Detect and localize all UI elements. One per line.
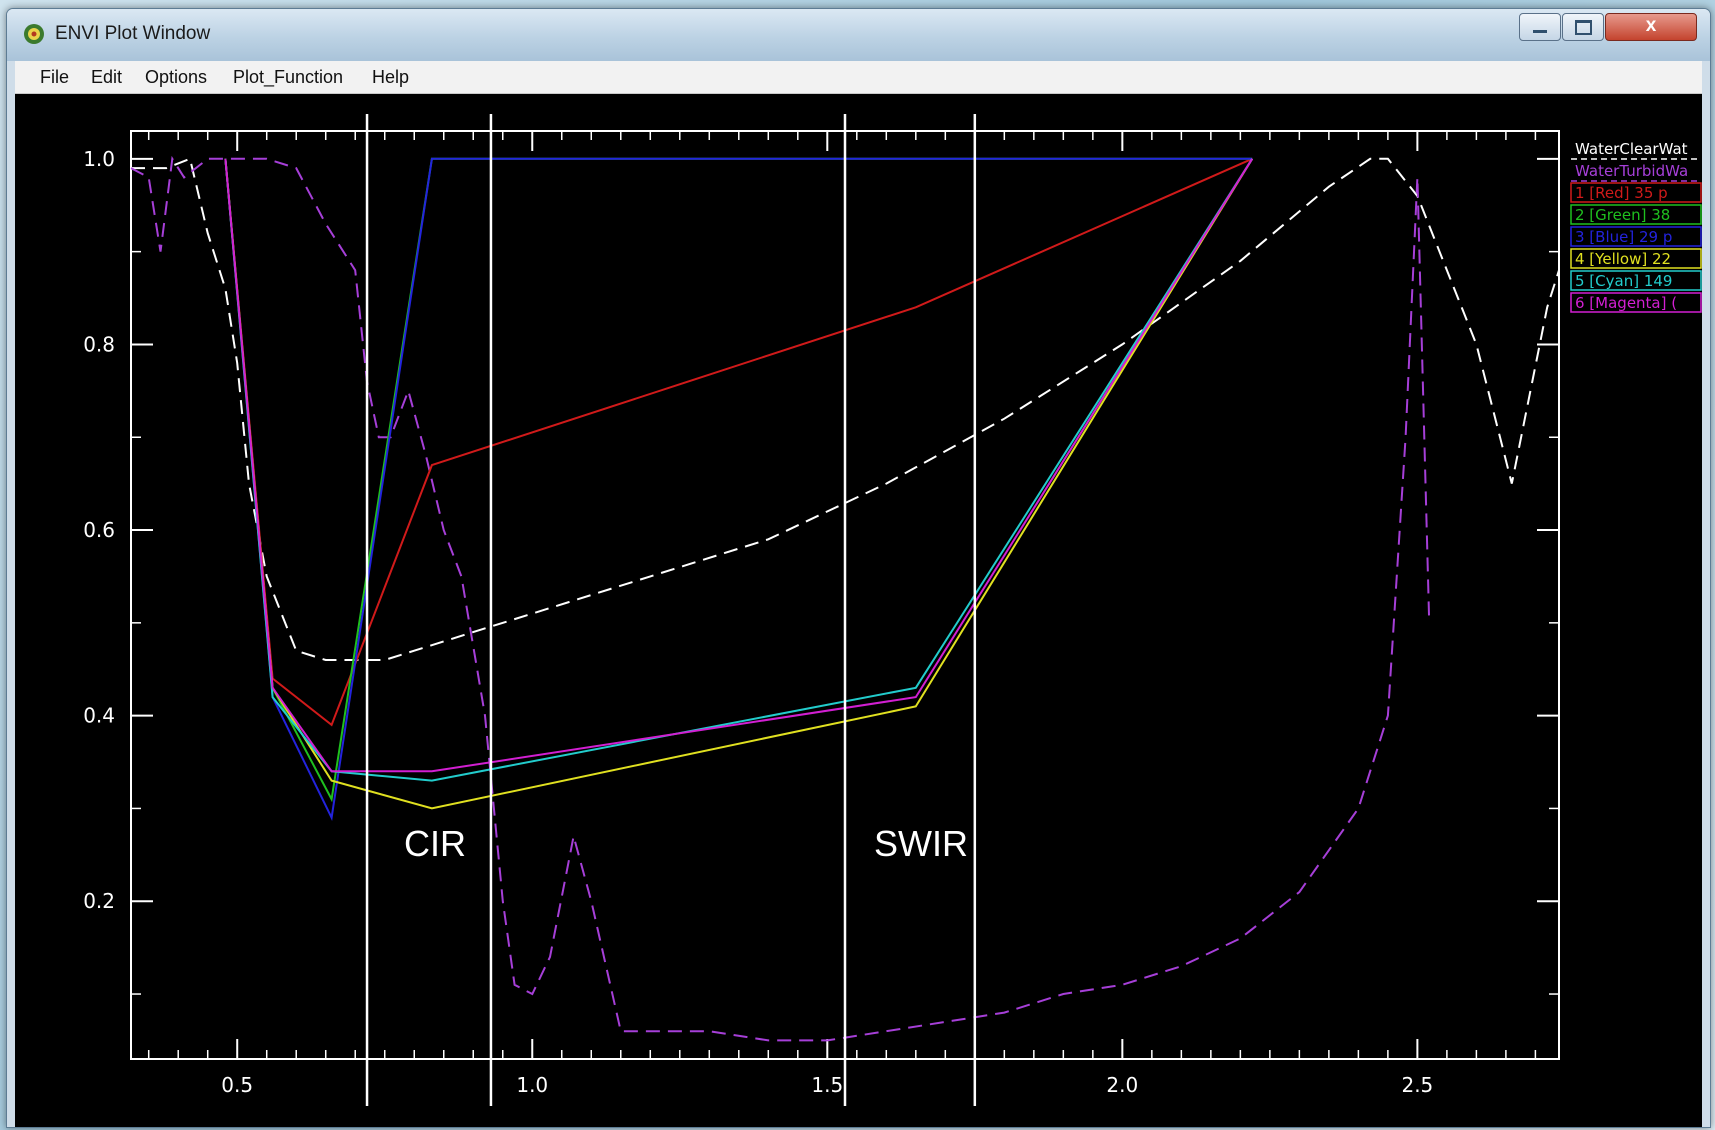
close-icon: x — [1645, 15, 1657, 36]
x-tick-label: 0.5 — [221, 1073, 253, 1097]
x-tick-label: 2.0 — [1106, 1073, 1138, 1097]
menu-help[interactable]: Help — [372, 67, 410, 87]
legend-box — [1570, 248, 1702, 269]
y-tick-label: 0.6 — [83, 518, 115, 542]
legend-entry-label: WaterClearWat — [1575, 140, 1688, 158]
series-line-7 — [224, 158, 1254, 782]
legend-entry-label: 3 [Blue] 29 p — [1575, 228, 1672, 246]
title-bar[interactable]: ENVI Plot Window x — [7, 9, 1710, 61]
legend-box — [1570, 292, 1702, 313]
minimize-button[interactable] — [1519, 13, 1561, 41]
envi-plot-window: ENVI Plot Window x File Edit Options Plo… — [6, 8, 1711, 1128]
legend-box — [1570, 182, 1702, 203]
spectral-plot[interactable]: 0.5 1.0 1.5 2.0 2.5 0.2 0.4 0.6 0.8 1.0 WaterClea… — [15, 94, 1702, 1127]
legend-entry-label: 6 [Magenta] ( — [1575, 294, 1677, 312]
close-button[interactable]: x — [1605, 13, 1697, 41]
y-tick-label: 0.8 — [83, 332, 115, 356]
legend-box — [1570, 226, 1702, 247]
legend-box — [1570, 270, 1702, 291]
series-line-4 — [224, 157, 1253, 803]
series-line-2 — [130, 155, 1431, 1042]
y-tick-label: 0.4 — [83, 704, 115, 728]
y-tick-label: 0.2 — [83, 889, 115, 913]
plot-area[interactable]: 0.5 1.0 1.5 2.0 2.5 0.2 0.4 0.6 0.8 1.0 WaterClea… — [15, 94, 1702, 1127]
x-tick-label: 1.0 — [516, 1073, 548, 1097]
envi-app-icon — [24, 24, 44, 44]
x-tick-label: 1.5 — [811, 1073, 843, 1097]
window-title: ENVI Plot Window — [55, 23, 211, 44]
y-tick-label: 1.0 — [83, 147, 115, 171]
series-line-8 — [224, 158, 1254, 773]
series-line-6 — [224, 158, 1254, 810]
legend-box — [1570, 204, 1702, 225]
series-line-1 — [131, 157, 1560, 661]
menu-edit[interactable]: Edit — [91, 67, 123, 87]
menu-bar: File Edit Options Plot_Function Help — [15, 61, 1702, 94]
legend-entry-label: 4 [Yellow] 22 — [1575, 250, 1671, 268]
legend-entry-label: 1 [Red] 35 p — [1575, 184, 1668, 202]
legend-entry-label: 2 [Green] 38 — [1575, 206, 1670, 224]
menu-plot-function[interactable]: Plot_Function — [233, 67, 344, 87]
series-line-3 — [224, 157, 1253, 727]
maximize-button[interactable] — [1562, 13, 1604, 41]
legend-entry-label: WaterTurbidWa — [1575, 162, 1688, 180]
x-tick-label: 2.5 — [1401, 1073, 1433, 1097]
legend-entry-label: 5 [Cyan] 149 — [1575, 272, 1672, 290]
menu-file[interactable]: File — [40, 67, 70, 87]
menu-options[interactable]: Options — [145, 67, 208, 87]
cir-region-label: CIR — [404, 823, 466, 864]
swir-region-label: SWIR — [874, 823, 968, 864]
